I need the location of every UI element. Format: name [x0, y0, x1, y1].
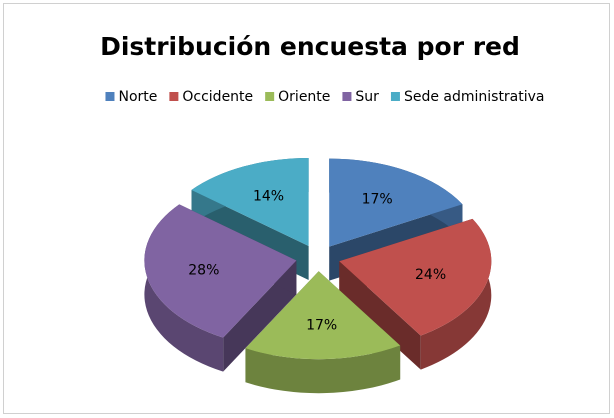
- legend-label: Norte: [118, 89, 157, 105]
- legend-swatch: [265, 92, 275, 101]
- legend-label: Sur: [355, 89, 379, 105]
- legend-swatch: [105, 92, 115, 101]
- legend-swatch: [169, 92, 179, 101]
- data-label: 17%: [306, 318, 337, 334]
- legend-label: Sede administrativa: [404, 89, 545, 105]
- legend-swatch: [342, 92, 352, 101]
- slice: [329, 158, 463, 247]
- legend-label: Oriente: [278, 89, 330, 105]
- slice-tops: [144, 158, 492, 360]
- slice-wall: [245, 345, 401, 394]
- slice: [191, 158, 309, 247]
- slice-edge: [339, 261, 421, 370]
- slice: [245, 271, 401, 360]
- data-label: 17%: [362, 192, 393, 208]
- slice-wall: [420, 218, 492, 370]
- legend-swatch: [390, 92, 400, 101]
- slice: [144, 204, 297, 338]
- chart-title: Distribución encuesta por red: [100, 32, 520, 61]
- data-label: 24%: [415, 267, 446, 283]
- data-label: 14%: [253, 189, 284, 205]
- legend-label: Occidente: [182, 89, 253, 105]
- slice: [339, 218, 492, 336]
- data-label: 28%: [188, 263, 219, 279]
- slice-edge: [223, 260, 297, 372]
